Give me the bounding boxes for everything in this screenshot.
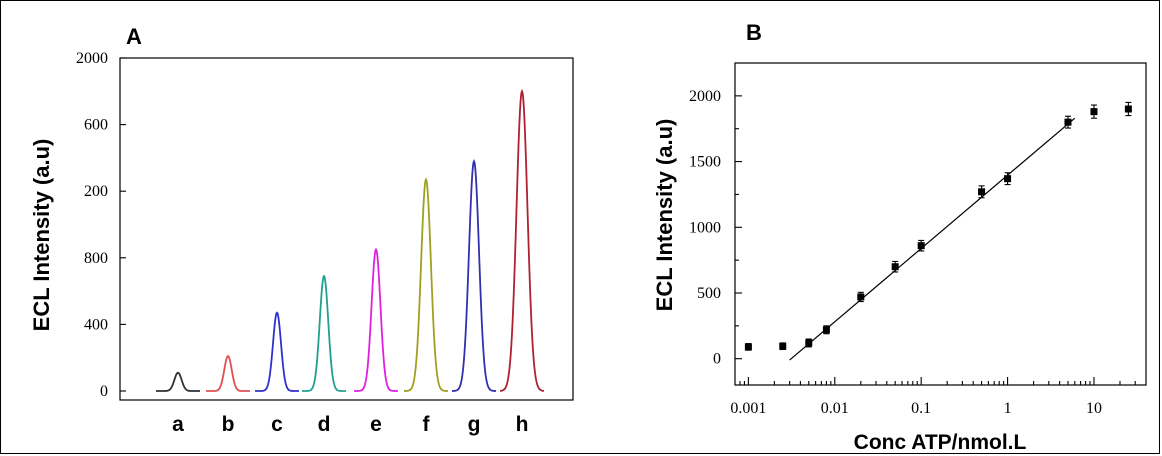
panel-b-x-tick-label: 1 bbox=[1004, 400, 1012, 417]
panel-a-peak-f bbox=[404, 177, 448, 392]
panel-a-category-label: c bbox=[271, 413, 283, 436]
panel-b-marker bbox=[1124, 105, 1132, 113]
panel-b-data-point bbox=[822, 325, 830, 335]
panel-a-peak-b bbox=[206, 354, 250, 392]
panel-a-y-tick-label: 200 bbox=[84, 183, 108, 200]
panel-b-data-points bbox=[744, 101, 1132, 351]
panel-a-y-tick-label: 2000 bbox=[76, 50, 108, 67]
panel-a-category-label: f bbox=[423, 413, 431, 436]
panel-a: A ECL Intensity (a.u) 04008002006002000 … bbox=[29, 24, 574, 436]
panel-b-fit-line-segment bbox=[789, 117, 1076, 361]
panel-b-marker bbox=[1064, 118, 1072, 126]
panel-b-x-tick-label: 10 bbox=[1086, 400, 1102, 417]
panel-b-data-point bbox=[917, 239, 925, 252]
panel-a-y-tick-label: 400 bbox=[84, 316, 108, 333]
panel-b-data-point bbox=[1124, 101, 1132, 117]
panel-b-x-tick-label: 0.01 bbox=[821, 400, 849, 417]
panel-b-ticks: 0 500 1000 1500 2000 0.001 0.01 0.1 1 10 bbox=[689, 88, 1136, 417]
panel-a-peak-e bbox=[354, 247, 398, 392]
panel-a-category-label: d bbox=[318, 413, 331, 436]
panel-b-data-point bbox=[1090, 104, 1098, 119]
panel-b-data-point bbox=[1004, 172, 1012, 186]
panel-b-x-tick-label: 0.1 bbox=[911, 400, 931, 417]
panel-a-peak-g bbox=[451, 159, 497, 392]
panel-b-fit-line bbox=[789, 117, 1076, 361]
panel-b-data-point bbox=[779, 342, 787, 351]
panel-b-marker bbox=[805, 339, 813, 347]
panel-b-marker bbox=[978, 188, 986, 196]
panel-b-data-point bbox=[744, 343, 752, 351]
panel-b-marker bbox=[822, 326, 830, 334]
panel-b-data-point bbox=[1064, 115, 1072, 129]
panel-a-peak-c bbox=[255, 311, 299, 392]
panel-b-y-tick-label: 1500 bbox=[689, 154, 721, 171]
panel-a-plot-frame bbox=[119, 57, 574, 401]
panel-b-y-tick-label: 1000 bbox=[689, 219, 721, 236]
panel-a-category-label: b bbox=[222, 413, 235, 436]
panel-b-marker bbox=[857, 293, 865, 301]
panel-b-data-point bbox=[891, 260, 899, 273]
panel-b-letter: B bbox=[746, 20, 762, 45]
panel-b-marker bbox=[779, 342, 787, 350]
panel-b-data-point bbox=[805, 338, 813, 348]
panel-a-peak-h bbox=[499, 88, 545, 392]
panel-a-y-tick-label: 600 bbox=[84, 117, 108, 134]
panel-a-category-label: a bbox=[172, 413, 184, 436]
panel-b-y-tick-label: 0 bbox=[713, 351, 721, 368]
panel-a-letter: A bbox=[126, 24, 142, 49]
panel-a-category-labels: a b c d e f g h bbox=[172, 413, 528, 436]
panel-a-y-axis-label: ECL Intensity (a.u) bbox=[29, 139, 54, 332]
panel-a-peak-a bbox=[156, 371, 200, 392]
panel-a-category-label: h bbox=[516, 413, 529, 436]
panel-b-y-axis-label: ECL Intensity (a.u) bbox=[652, 119, 677, 312]
panel-b-data-point bbox=[857, 291, 865, 303]
panel-a-category-label: g bbox=[468, 413, 481, 436]
panel-b: B ECL Intensity (a.u) Conc ATP/nmol.L 0 5… bbox=[652, 20, 1147, 454]
panel-b-y-tick-label: 500 bbox=[697, 285, 721, 302]
panel-b-y-tick-label: 2000 bbox=[689, 88, 721, 105]
panel-b-marker bbox=[917, 242, 925, 250]
panel-b-x-tick-label: 0.001 bbox=[730, 400, 766, 417]
panel-b-x-axis-label: Conc ATP/nmol.L bbox=[854, 431, 1027, 454]
panel-a-y-tick-label: 800 bbox=[84, 250, 108, 267]
panel-b-data-point bbox=[978, 185, 986, 199]
panel-a-peaks bbox=[156, 88, 545, 392]
panel-b-marker bbox=[744, 343, 752, 351]
panel-a-y-ticks: 0 400 800 200 600 2000 bbox=[76, 50, 126, 400]
panel-a-category-label: e bbox=[370, 413, 382, 436]
panel-b-marker bbox=[1090, 108, 1098, 116]
panel-b-marker bbox=[1004, 175, 1012, 183]
panel-b-plot-frame bbox=[734, 62, 1147, 386]
panel-b-marker bbox=[891, 263, 899, 271]
panel-a-peak-d bbox=[302, 274, 346, 392]
panel-a-y-tick-label: 0 bbox=[100, 383, 108, 400]
